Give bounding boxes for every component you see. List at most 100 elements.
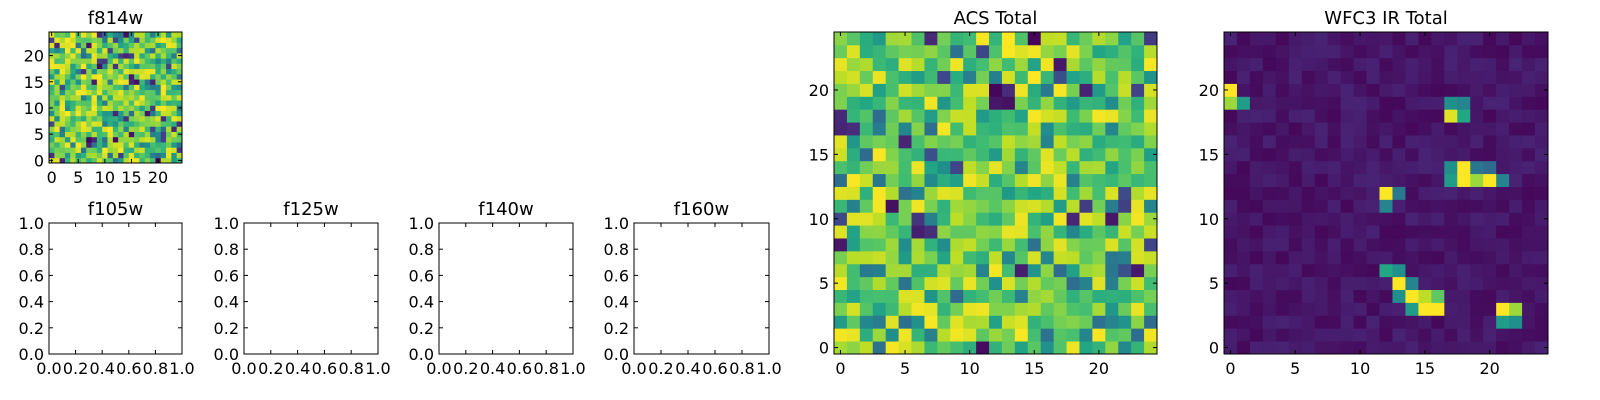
heatmap-cell bbox=[1066, 122, 1080, 136]
heatmap-cell bbox=[1470, 147, 1484, 162]
heatmap-cell bbox=[1118, 83, 1132, 97]
heatmap-cell bbox=[976, 109, 990, 123]
heatmap-cell bbox=[1496, 199, 1510, 213]
heatmap-cell bbox=[898, 212, 912, 226]
heatmap-cell bbox=[1288, 186, 1303, 200]
heatmap-cell bbox=[846, 44, 861, 59]
heatmap-cell bbox=[1144, 135, 1158, 149]
heatmap-cell bbox=[1092, 44, 1106, 59]
heatmap-cell bbox=[1444, 57, 1458, 72]
heatmap-cell bbox=[91, 152, 98, 159]
heatmap-cell bbox=[1366, 263, 1380, 278]
heatmap-cell bbox=[54, 94, 61, 101]
heatmap-cell bbox=[112, 121, 119, 127]
heatmap-cell bbox=[1027, 315, 1042, 329]
x-tick-label: 20 bbox=[148, 168, 168, 187]
heatmap-cell bbox=[989, 135, 1003, 149]
heatmap-cell bbox=[1483, 173, 1497, 187]
heatmap-cell bbox=[1262, 44, 1277, 59]
heatmap-image-wfc3_ir_total bbox=[1224, 32, 1549, 355]
heatmap-cell bbox=[1144, 276, 1158, 290]
y-tick-label: 1.0 bbox=[409, 214, 434, 233]
heatmap-cell bbox=[885, 238, 899, 252]
heatmap-cell bbox=[1457, 212, 1471, 226]
heatmap-cell bbox=[1118, 199, 1132, 213]
heatmap-cell bbox=[1001, 44, 1016, 59]
x-tick-label: 0.2 bbox=[63, 359, 88, 378]
heatmap-cell bbox=[64, 37, 71, 43]
heatmap-cell bbox=[1418, 147, 1432, 162]
x-tick-label: 0.8 bbox=[533, 359, 558, 378]
heatmap-cell bbox=[1457, 57, 1471, 72]
heatmap-cell bbox=[1496, 276, 1510, 290]
heatmap-cell bbox=[1249, 32, 1264, 46]
heatmap-cell bbox=[1040, 70, 1055, 84]
heatmap-cell bbox=[1535, 96, 1549, 110]
heatmap-cell bbox=[80, 115, 87, 122]
heatmap-cell bbox=[1405, 44, 1419, 59]
x-tick-label: 0.4 bbox=[285, 359, 310, 378]
heatmap-cell bbox=[898, 173, 912, 187]
heatmap-cell bbox=[1470, 160, 1484, 175]
heatmap-cell bbox=[1405, 122, 1419, 136]
heatmap-cell bbox=[1379, 96, 1393, 110]
heatmap-cell bbox=[59, 58, 66, 64]
heatmap-cell bbox=[134, 84, 140, 91]
heatmap-cell bbox=[144, 42, 151, 49]
heatmap-cell bbox=[1066, 83, 1080, 97]
heatmap-cell bbox=[86, 32, 92, 38]
heatmap-cell bbox=[75, 89, 82, 96]
heatmap-cell bbox=[989, 263, 1003, 278]
heatmap-cell bbox=[846, 212, 861, 226]
heatmap-cell bbox=[118, 110, 124, 117]
heatmap-cell bbox=[171, 121, 178, 127]
heatmap-cell bbox=[1275, 238, 1290, 252]
heatmap-cell bbox=[1496, 250, 1510, 265]
heatmap-cell bbox=[107, 58, 114, 64]
heatmap-cell bbox=[75, 79, 82, 85]
heatmap-cell bbox=[846, 315, 861, 329]
heatmap-cell bbox=[1496, 122, 1510, 136]
heatmap-cell bbox=[80, 89, 87, 96]
heatmap-cell bbox=[123, 89, 130, 96]
heatmap-cell bbox=[1053, 147, 1067, 162]
heatmap-cell bbox=[1522, 289, 1536, 303]
heatmap-cell bbox=[885, 173, 899, 187]
heatmap-cell bbox=[1418, 315, 1432, 329]
heatmap-cell bbox=[1262, 250, 1277, 265]
heatmap-cell bbox=[64, 84, 71, 91]
heatmap-cell bbox=[1040, 122, 1055, 136]
heatmap-cell bbox=[1405, 315, 1419, 329]
panel-title-acs_total: ACS Total bbox=[954, 8, 1038, 29]
heatmap-cell bbox=[1040, 199, 1055, 213]
heatmap-cell bbox=[1262, 289, 1277, 303]
heatmap-cell bbox=[963, 186, 977, 200]
heatmap-cell bbox=[885, 328, 899, 342]
heatmap-cell bbox=[1431, 122, 1445, 136]
heatmap-cell bbox=[872, 276, 887, 290]
heatmap-cell bbox=[1053, 212, 1067, 226]
panel-title-f160w: f160w bbox=[674, 199, 729, 220]
heatmap-cell bbox=[1314, 212, 1329, 226]
heatmap-cell bbox=[107, 100, 114, 106]
heatmap-cell bbox=[1535, 186, 1549, 200]
heatmap-cell bbox=[1509, 199, 1523, 213]
heatmap-cell bbox=[80, 100, 87, 106]
heatmap-cell bbox=[112, 47, 119, 54]
heatmap-cell bbox=[144, 89, 151, 96]
heatmap-cell bbox=[1275, 44, 1290, 59]
heatmap-cell bbox=[1496, 263, 1510, 278]
heatmap-cell bbox=[937, 70, 951, 84]
heatmap-cell bbox=[885, 289, 899, 303]
heatmap-cell bbox=[134, 68, 140, 75]
heatmap-cell bbox=[1236, 289, 1251, 303]
heatmap-cell bbox=[1340, 32, 1354, 46]
y-tick-label: 0.4 bbox=[409, 293, 434, 312]
heatmap-cell bbox=[150, 89, 156, 96]
heatmap-cell bbox=[1066, 32, 1080, 46]
heatmap-cell bbox=[1224, 173, 1238, 187]
heatmap-cell bbox=[976, 225, 990, 239]
heatmap-cell bbox=[144, 136, 151, 143]
heatmap-cell bbox=[976, 250, 990, 265]
heatmap-cell bbox=[885, 341, 899, 355]
